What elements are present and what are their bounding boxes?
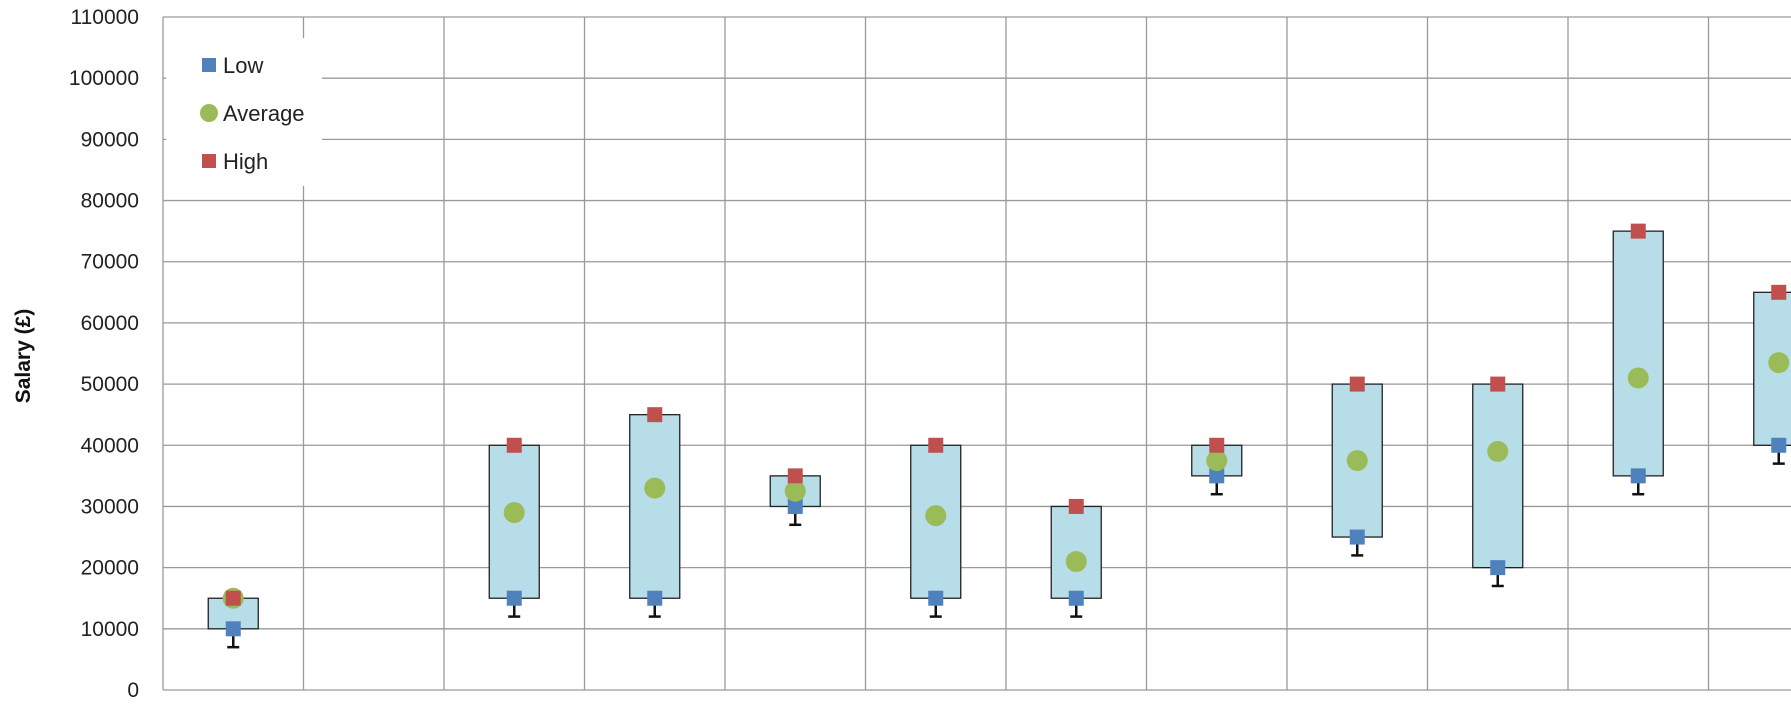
- y-tick-label-0: 0: [127, 679, 139, 700]
- point-average-4: [644, 477, 666, 499]
- y-tick-label-7: 70000: [81, 251, 139, 274]
- point-high-6: [928, 437, 944, 453]
- point-low-3: [506, 590, 522, 606]
- point-low-7: [1068, 590, 1084, 606]
- point-average-6: [925, 505, 947, 527]
- legend-high-label: High: [223, 149, 268, 174]
- y-tick-label-11: 110000: [70, 6, 139, 29]
- point-average-7: [1065, 551, 1087, 573]
- legend-background: [166, 38, 322, 186]
- y-tick-label-2: 20000: [81, 557, 139, 580]
- point-high-10: [1490, 376, 1506, 392]
- chart-legend: Low Average High: [166, 38, 322, 186]
- point-high-5: [787, 468, 803, 484]
- point-high-8: [1209, 437, 1225, 453]
- point-high-3: [506, 437, 522, 453]
- point-high-4: [647, 407, 663, 423]
- point-high-11: [1630, 223, 1646, 239]
- point-average-11: [1627, 367, 1649, 389]
- point-average-3: [503, 502, 525, 524]
- y-tick-label-5: 50000: [81, 373, 139, 396]
- y-tick-label-10: 100000: [69, 67, 139, 90]
- point-low-4: [647, 590, 663, 606]
- box-10: [1472, 383, 1524, 569]
- legend-high-swatch-icon: [202, 154, 216, 168]
- y-tick-label-8: 80000: [81, 190, 139, 213]
- y-axis-title: Salary (£): [12, 309, 35, 404]
- y-tick-label-3: 30000: [81, 495, 139, 518]
- y-tick-label-6: 60000: [81, 312, 139, 335]
- gridlines: [162, 16, 1791, 691]
- y-tick-label-1: 10000: [81, 618, 139, 641]
- y-tick-label-9: 90000: [81, 128, 139, 151]
- point-average-10: [1487, 440, 1509, 462]
- point-average-9: [1346, 450, 1368, 472]
- box-11: [1612, 230, 1664, 477]
- legend-low-swatch-icon: [202, 58, 216, 72]
- legend-low-label: Low: [223, 53, 263, 78]
- point-average-12: [1768, 352, 1790, 374]
- point-high-9: [1349, 376, 1365, 392]
- point-average-5: [784, 480, 806, 502]
- y-axis-tick-labels: 0 10000 20000 30000 40000 50000 60000 70000 8000…: [69, 6, 139, 702]
- point-low-12: [1771, 437, 1787, 453]
- point-high-12: [1771, 284, 1787, 300]
- point-low-1: [225, 621, 241, 637]
- point-low-8: [1209, 468, 1225, 484]
- box-4: [629, 414, 681, 599]
- point-average-8: [1206, 450, 1228, 472]
- point-low-10: [1490, 560, 1506, 576]
- data-markers: [222, 223, 1790, 637]
- y-tick-label-4: 40000: [81, 434, 139, 457]
- point-low-6: [928, 590, 944, 606]
- point-low-11: [1630, 468, 1646, 484]
- legend-average-swatch-icon: [200, 104, 218, 122]
- point-low-5: [787, 498, 803, 514]
- salary-boxes: [207, 230, 1791, 649]
- point-low-9: [1349, 529, 1365, 545]
- legend-average-label: Average: [223, 101, 305, 126]
- point-high-1: [225, 590, 241, 606]
- box-3: [488, 444, 540, 599]
- point-high-7: [1068, 498, 1084, 514]
